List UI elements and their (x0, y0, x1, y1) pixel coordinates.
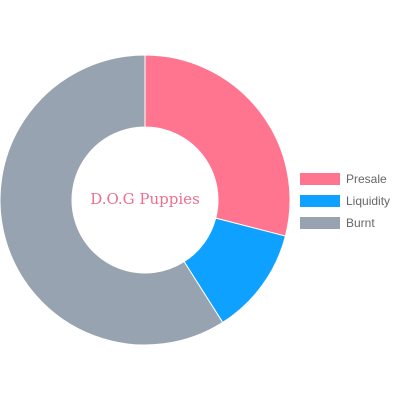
legend-item-presale[interactable]: Presale (300, 168, 390, 190)
legend-label: Presale (346, 172, 387, 186)
legend-item-liquidity[interactable]: Liquidity (300, 190, 390, 212)
slice-presale[interactable] (144, 54, 291, 237)
donut-slices (0, 54, 291, 346)
legend-item-burnt[interactable]: Burnt (300, 212, 390, 234)
legend-label: Burnt (346, 216, 375, 230)
legend-swatch (300, 173, 340, 185)
legend-swatch (300, 195, 340, 207)
center-label: D.O.G Puppies (90, 190, 200, 208)
legend-swatch (300, 217, 340, 229)
slice-burnt[interactable] (0, 54, 224, 346)
legend-label: Liquidity (346, 194, 391, 208)
chart-legend: Presale Liquidity Burnt (300, 168, 390, 234)
